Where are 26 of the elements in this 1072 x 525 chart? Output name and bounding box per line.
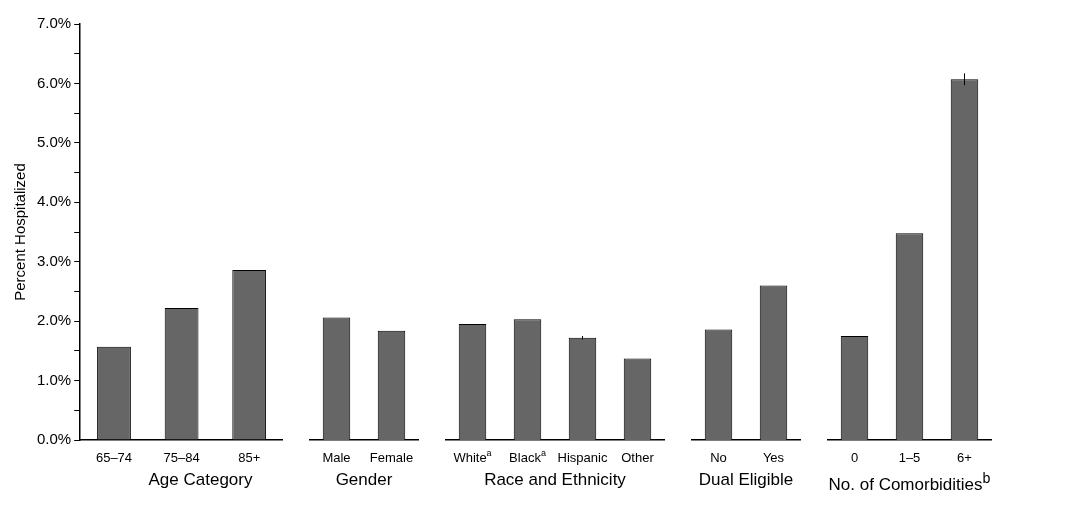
x-axis-title: No. of Comorbidities$^{b}$ — [828, 470, 991, 495]
y-tick-label: 4.0% — [36, 192, 72, 210]
x-axis-title: Dual Eligible — [698, 470, 794, 490]
x-axis-title: Race and Ethnicity — [484, 470, 626, 490]
x-axis-title: Gender — [335, 470, 393, 490]
x-axis-title: Age Category — [148, 470, 253, 490]
x-tick-label: 6+ — [957, 450, 972, 465]
x-tick-label: Yes — [762, 450, 785, 465]
y-tick-label: 3.0% — [36, 251, 72, 269]
y-tick-label: 7.0% — [36, 14, 72, 32]
x-tick-label: 75–84 — [163, 450, 200, 465]
x-tick-label: 85+ — [238, 450, 261, 465]
x-tick-label: Female — [369, 450, 414, 465]
y-tick-label: 1.0% — [36, 370, 72, 388]
x-tick-label: No — [710, 450, 727, 465]
y-tick-label: 5.0% — [36, 133, 72, 150]
y-tick-label: 6.0% — [36, 73, 72, 91]
x-tick-label: Hispanic — [557, 450, 608, 465]
x-tick-label: Other — [621, 450, 655, 465]
x-tick-label: 65–74 — [95, 450, 133, 465]
x-tick-label: 0 — [850, 450, 859, 465]
y-axis-title: Percent Hospitalized — [11, 163, 29, 301]
x-tick-label: 1–5 — [898, 450, 921, 465]
x-tick-label: Male — [322, 450, 351, 465]
y-tick-label: 0.0% — [36, 430, 72, 448]
y-tick-label: 2.0% — [36, 311, 72, 329]
